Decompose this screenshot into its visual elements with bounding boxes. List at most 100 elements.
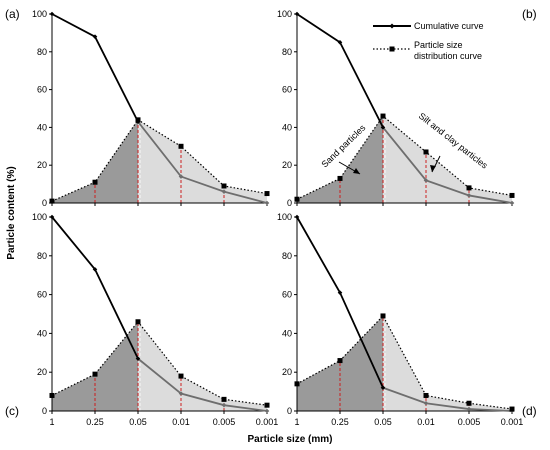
y-tick-label: 0 — [287, 406, 292, 416]
distribution-point — [178, 373, 184, 379]
panel-label: (b) — [522, 7, 537, 21]
cumulative-curve-line-tail — [382, 386, 513, 412]
cumulative-point — [423, 400, 429, 406]
cumulative-point — [337, 290, 343, 295]
legend-distribution-label-line2: distribution curve — [414, 51, 482, 61]
distribution-point — [92, 371, 98, 377]
sand-area — [297, 116, 383, 203]
annotation-sand-arrowhead — [353, 168, 360, 174]
cumulative-point — [466, 406, 472, 412]
distribution-point — [264, 191, 270, 197]
cumulative-point — [221, 402, 227, 408]
panels-group: 0 20 40 60 80 100 (a) 0 20 40 60 80 100 (b) 0 20 40 60 80 1… — [5, 7, 537, 427]
cumulative-curve-line — [296, 13, 384, 128]
distribution-curve-line — [51, 119, 268, 202]
cumulative-point — [178, 391, 184, 396]
panel-c: 0 20 40 60 80 100 1 0.25 0.05 0.01 0.005 0.001 (c) — [5, 212, 278, 427]
panel-label: (d) — [522, 404, 537, 418]
cumulative-point — [509, 200, 515, 206]
x-tick-label: 0.25 — [86, 417, 104, 427]
distribution-point — [509, 192, 515, 198]
y-tick-label: 60 — [37, 85, 47, 95]
x-tick-label: 0.005 — [213, 417, 236, 427]
y-tick-label: 0 — [287, 198, 292, 208]
legend-distribution-label-line1: Particle size — [414, 40, 463, 50]
x-tick-label: 0.01 — [172, 417, 190, 427]
x-tick-label: 0.05 — [129, 417, 147, 427]
distribution-point — [221, 183, 227, 189]
y-tick-label: 40 — [37, 122, 47, 132]
distribution-point — [466, 185, 472, 191]
sand-area — [52, 321, 138, 411]
silt-clay-area — [138, 119, 267, 203]
y-tick-label: 20 — [282, 367, 292, 377]
y-tick-label: 60 — [37, 290, 47, 300]
cumulative-point — [92, 267, 98, 272]
panel-label: (a) — [5, 7, 20, 21]
distribution-point — [49, 198, 55, 204]
legend-cumulative-label: Cumulative curve — [414, 21, 484, 31]
distribution-point — [380, 113, 386, 119]
x-tick-label: 0.001 — [501, 417, 524, 427]
distribution-point — [49, 392, 55, 398]
cumulative-point — [380, 125, 386, 130]
x-tick-label: 0.01 — [417, 417, 435, 427]
distribution-point — [135, 117, 141, 123]
silt-clay-area — [383, 116, 512, 203]
y-tick-label: 40 — [282, 328, 292, 338]
legend: Cumulative curve Particle size distribut… — [373, 21, 484, 61]
x-axis-label: Particle size (mm) — [247, 434, 332, 445]
cumulative-curve-line-tail — [382, 126, 513, 204]
y-tick-label: 20 — [37, 160, 47, 170]
distribution-point — [337, 175, 343, 181]
y-tick-label: 80 — [37, 251, 47, 261]
annotation-silt-clay-arrowhead — [430, 165, 436, 172]
y-axis-label: Particle content (%) — [6, 166, 17, 259]
x-tick-label: 0.05 — [374, 417, 392, 427]
y-tick-label: 40 — [282, 122, 292, 132]
y-tick-label: 40 — [37, 328, 47, 338]
cumulative-point — [49, 214, 55, 220]
silt-clay-area — [383, 315, 512, 411]
cumulative-point — [135, 356, 141, 361]
y-tick-label: 100 — [277, 9, 292, 19]
distribution-point — [264, 402, 270, 408]
distribution-point — [423, 149, 429, 155]
y-tick-label: 100 — [32, 212, 47, 222]
sand-area — [52, 119, 138, 203]
cumulative-point — [92, 34, 98, 39]
distribution-point — [337, 358, 343, 364]
cumulative-point — [294, 214, 300, 220]
y-tick-label: 20 — [37, 367, 47, 377]
cumulative-point — [423, 178, 429, 183]
distribution-point — [509, 406, 515, 412]
panel-b: 0 20 40 60 80 100 (b) — [277, 7, 537, 208]
y-tick-label: 0 — [42, 406, 47, 416]
cumulative-point — [178, 174, 184, 179]
legend-distribution-marker — [389, 46, 395, 52]
distribution-point — [466, 400, 472, 406]
y-tick-label: 20 — [282, 160, 292, 170]
panel-label: (c) — [5, 404, 19, 418]
cumulative-point — [49, 11, 55, 17]
distribution-point — [92, 179, 98, 185]
y-tick-label: 100 — [277, 212, 292, 222]
distribution-point — [221, 396, 227, 402]
cumulative-point — [466, 193, 472, 198]
cumulative-point — [337, 40, 343, 45]
x-tick-label: 1 — [294, 417, 299, 427]
x-tick-label: 0.005 — [458, 417, 481, 427]
cumulative-point — [221, 189, 227, 194]
cumulative-point — [294, 11, 300, 17]
cumulative-curve-line — [51, 13, 139, 123]
y-tick-label: 60 — [282, 290, 292, 300]
distribution-point — [135, 319, 141, 325]
y-tick-label: 80 — [282, 251, 292, 261]
x-tick-label: 1 — [49, 417, 54, 427]
cumulative-point — [264, 408, 270, 414]
y-tick-label: 60 — [282, 85, 292, 95]
y-tick-label: 0 — [42, 198, 47, 208]
cumulative-point — [380, 385, 386, 391]
x-tick-label: 0.25 — [331, 417, 349, 427]
